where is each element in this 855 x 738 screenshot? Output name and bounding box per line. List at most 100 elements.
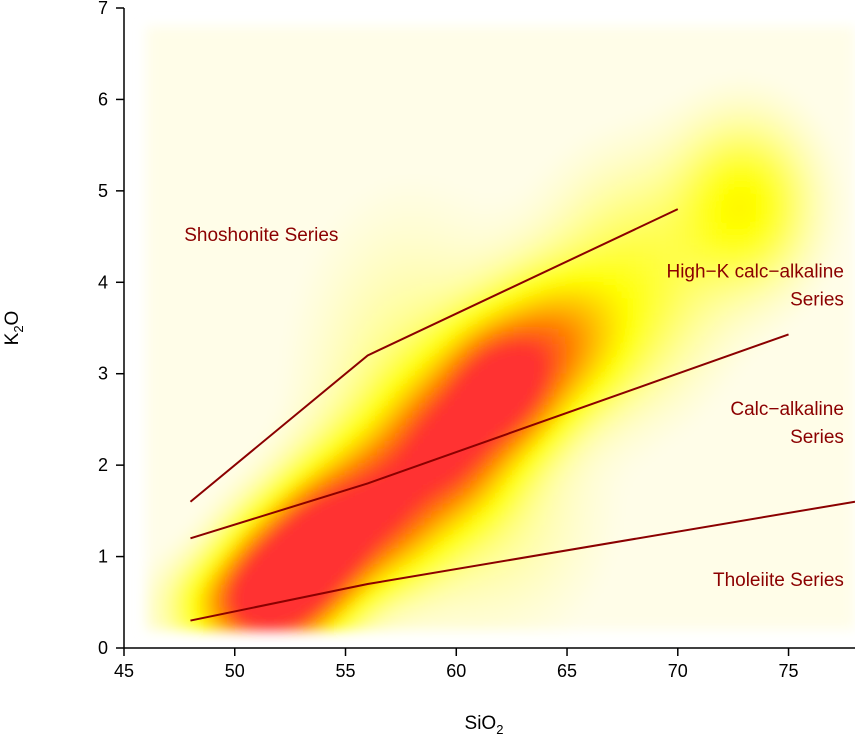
density-cell <box>532 599 540 608</box>
density-cell <box>693 162 701 171</box>
density-cell <box>674 192 682 201</box>
density-cell <box>410 569 418 578</box>
density-cell <box>526 569 534 578</box>
density-cell <box>468 245 476 254</box>
density-cell <box>623 410 631 420</box>
density-cell <box>648 222 656 231</box>
density-cell <box>577 486 585 495</box>
density-cell <box>558 245 566 254</box>
density-cell <box>300 554 308 563</box>
density-cell <box>661 222 669 231</box>
density-cell <box>681 146 689 156</box>
density-cell <box>468 350 476 359</box>
density-cell <box>371 290 379 299</box>
series-label-line: Calc−alkaline <box>730 399 844 420</box>
density-cell <box>526 584 534 593</box>
density-cell <box>345 524 353 533</box>
density-cell <box>171 599 179 608</box>
density-cell <box>732 290 740 299</box>
density-cell <box>300 531 308 540</box>
density-cell <box>468 516 476 525</box>
density-cell <box>681 373 689 382</box>
density-cell <box>739 335 747 344</box>
density-cell <box>571 207 579 216</box>
density-cell <box>461 607 469 616</box>
density-cell <box>539 358 547 367</box>
density-cell <box>410 365 418 374</box>
density-cell <box>629 448 637 457</box>
density-cell <box>545 410 553 420</box>
density-cell <box>668 162 676 171</box>
density-cell <box>565 554 573 563</box>
density-cell <box>313 531 321 540</box>
density-cell <box>655 116 663 125</box>
density-cell <box>403 328 411 337</box>
density-cell <box>275 380 283 389</box>
density-cell <box>300 410 308 420</box>
density-cell <box>410 592 418 601</box>
density-cell <box>268 524 276 533</box>
density-cell <box>661 146 669 156</box>
density-cell <box>519 192 527 201</box>
density-cell <box>449 388 457 397</box>
density-cell <box>307 358 315 367</box>
density-cell <box>287 509 295 518</box>
density-cell <box>655 320 663 329</box>
density-cell <box>532 252 540 261</box>
density-cell <box>352 493 360 503</box>
density-cell <box>345 395 353 405</box>
density-cell <box>468 599 476 608</box>
density-cell <box>403 343 411 352</box>
density-cell <box>706 177 714 186</box>
density-cell <box>610 403 618 412</box>
density-cell <box>494 501 502 510</box>
density-cell <box>397 622 405 631</box>
density-cell <box>436 245 444 254</box>
density-cell <box>410 531 418 540</box>
density-cell <box>545 297 553 306</box>
density-cell <box>320 448 328 457</box>
density-cell <box>764 320 772 329</box>
density-cell <box>507 509 515 518</box>
density-cell <box>281 403 289 412</box>
density-cell <box>764 290 772 299</box>
density-cell <box>320 343 328 352</box>
density-cell <box>565 561 573 570</box>
density-cell <box>668 441 676 450</box>
x-axis-label: SiO2 <box>465 713 504 737</box>
density-cell <box>603 214 611 223</box>
density-cell <box>481 380 489 389</box>
density-cell <box>590 260 598 269</box>
density-cell <box>610 162 618 171</box>
density-cell <box>281 388 289 397</box>
density-cell <box>268 546 276 555</box>
density-cell <box>597 358 605 367</box>
density-cell <box>519 229 527 239</box>
density-cell <box>352 290 360 299</box>
density-cell <box>333 584 341 593</box>
density-cell <box>764 124 772 133</box>
density-cell <box>565 207 573 216</box>
density-cell <box>648 184 656 193</box>
density-cell <box>255 539 263 548</box>
density-cell <box>771 252 779 261</box>
density-cell <box>281 373 289 382</box>
density-cell <box>661 154 669 163</box>
density-cell <box>565 380 573 389</box>
density-cell <box>500 441 508 450</box>
density-cell <box>474 516 482 525</box>
density-cell <box>693 146 701 156</box>
density-cell <box>474 433 482 442</box>
density-cell <box>687 403 695 412</box>
density-cell <box>178 614 186 623</box>
density-cell <box>442 614 450 623</box>
density-cell <box>552 305 560 314</box>
density-cell <box>565 471 573 480</box>
density-cell <box>758 207 766 216</box>
density-cell <box>223 524 231 533</box>
density-cell <box>790 94 798 103</box>
density-cell <box>584 343 592 352</box>
density-cell <box>461 531 469 540</box>
y-tick-label: 3 <box>98 364 108 384</box>
density-cell <box>481 418 489 427</box>
